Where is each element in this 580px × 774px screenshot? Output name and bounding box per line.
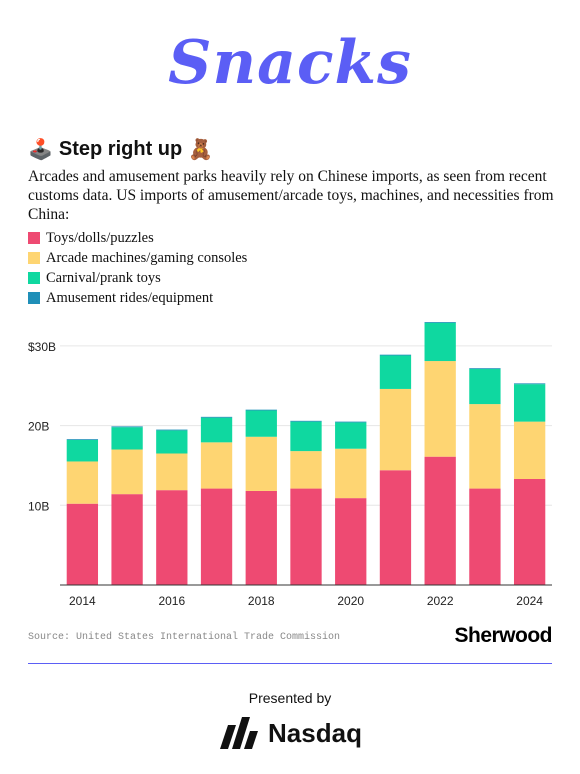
bar-segment <box>200 488 233 585</box>
y-tick-label: 20B <box>28 420 49 434</box>
legend-item: Carnival/prank toys <box>28 268 247 288</box>
bar-segment <box>245 490 277 585</box>
bar-segment <box>513 421 546 480</box>
y-tick-label: 10B <box>28 499 49 513</box>
bar-segment <box>111 427 143 450</box>
chart-description: Arcades and amusement parks heavily rely… <box>28 168 554 223</box>
bar-segment <box>245 436 277 491</box>
bar-segment <box>424 456 456 585</box>
bar-segment <box>156 453 188 491</box>
x-tick-label: 2024 <box>516 594 543 608</box>
bar-segment <box>424 361 456 457</box>
bar-segment <box>290 420 322 422</box>
bar-segment <box>469 369 501 405</box>
sherwood-logo: Sherwood <box>454 624 552 647</box>
bar-segment <box>513 479 546 585</box>
bar-segment <box>469 368 501 370</box>
bar-segment <box>245 409 277 411</box>
legend-item: Toys/dolls/puzzles <box>28 228 247 248</box>
bar-segment <box>424 322 456 362</box>
teddy-bear-icon: 🧸 <box>188 138 214 161</box>
bar-segment <box>513 384 546 422</box>
bar-segment <box>469 488 501 585</box>
bar-segment <box>335 448 367 499</box>
source-note: Source: United States International Trad… <box>28 632 341 643</box>
chart-legend: Toys/dolls/puzzles Arcade machines/gaming… <box>28 228 247 308</box>
nasdaq-wordmark: Nasdaq <box>268 717 362 748</box>
legend-item: Amusement rides/equipment <box>28 288 247 308</box>
bar-segment <box>66 503 99 585</box>
bar-segment <box>200 442 233 489</box>
chart-title-text: Step right up <box>58 138 183 160</box>
nasdaq-logo-icon <box>220 717 259 749</box>
bar-segment <box>66 439 99 462</box>
bar-segment <box>245 410 277 437</box>
x-tick-label: 2020 <box>337 594 364 608</box>
snacks-logo: Snacks <box>168 28 412 98</box>
x-tick-label: 2016 <box>158 594 185 608</box>
bar-segment <box>335 421 367 423</box>
legend-swatch <box>28 292 40 304</box>
bar-segment <box>379 470 412 585</box>
bar-segment <box>379 354 412 356</box>
joystick-icon: 🕹️ <box>28 138 53 161</box>
bar-segment <box>111 449 143 495</box>
bar-segment <box>335 422 367 449</box>
footer-divider <box>28 663 552 664</box>
legend-label: Arcade machines/gaming consoles <box>46 249 248 266</box>
bar-segment <box>424 322 456 323</box>
bar-segment <box>379 388 412 471</box>
legend-label: Toys/dolls/puzzles <box>46 229 154 246</box>
legend-swatch <box>28 252 40 264</box>
bar-segment <box>156 429 188 431</box>
bar-segment <box>290 421 322 452</box>
x-tick-label: 2022 <box>427 594 454 608</box>
bar-segment <box>111 426 143 428</box>
bar-segment <box>156 490 188 585</box>
bar-segment <box>200 417 233 443</box>
x-tick-label: 2018 <box>248 594 275 608</box>
bar-segment <box>379 355 412 389</box>
legend-swatch <box>28 272 40 284</box>
bar-segment <box>290 488 322 585</box>
bar-segment <box>66 439 99 440</box>
x-tick-label: 2014 <box>69 594 96 608</box>
bar-segment <box>66 461 99 504</box>
bar-segment <box>156 430 188 454</box>
bar-segment <box>290 451 322 489</box>
stacked-bar-chart: 10B 20B $30B 2014 2016 2018 2020 2022 2024 <box>28 322 552 608</box>
bar-segment <box>513 383 546 385</box>
chart-title: 🕹️ Step right up 🧸 <box>28 138 213 161</box>
bar-segment <box>200 416 233 418</box>
legend-label: Amusement rides/equipment <box>46 289 214 306</box>
legend-item: Arcade machines/gaming consoles <box>28 248 247 268</box>
y-tick-label: $30B <box>28 340 56 354</box>
legend-label: Carnival/prank toys <box>46 269 161 286</box>
bar-segment <box>111 494 143 585</box>
bar-segment <box>469 404 501 489</box>
legend-swatch <box>28 232 40 244</box>
bar-segment <box>335 498 367 585</box>
presented-by-label: Presented by <box>248 690 332 706</box>
nasdaq-sponsor: Nasdaq <box>0 715 580 751</box>
